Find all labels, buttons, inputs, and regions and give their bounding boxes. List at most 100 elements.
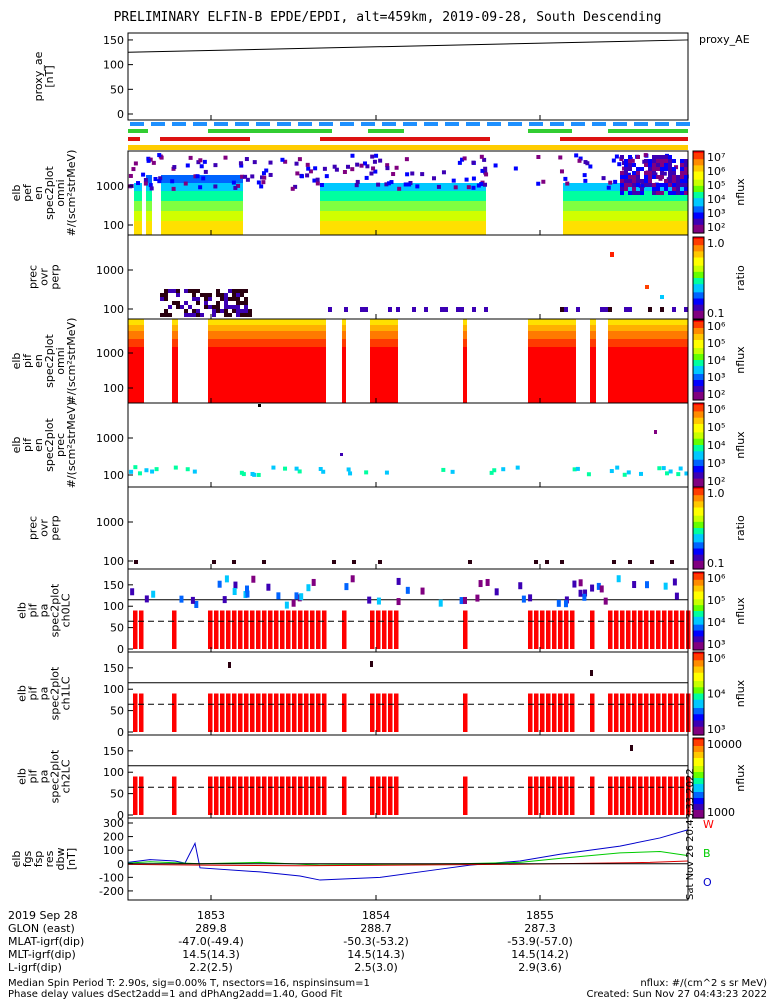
pa-ch2-cell [133,788,138,815]
epde_ratio-colorbar-segment [693,300,704,304]
epdi-omni-cell [172,339,178,347]
pa-ch2-cell [540,776,545,789]
epde-omni-cell [672,179,676,183]
pa_ch0-colorbar-segment [693,624,704,628]
pa-ch0-cell [650,610,655,623]
epde-ratio-cell [244,289,248,293]
fgs-line-w [127,860,689,867]
epde_ratio-colorbar-segment [693,265,704,269]
pa-ch0-cell [245,585,250,593]
epde-ratio-cell [608,307,612,312]
epde-ratio-cell [160,293,164,297]
pa_ch1-colorbar-segment [693,685,704,688]
pa-ch0-cell [558,622,563,649]
epde-omni-cell [628,179,632,183]
epde-omni-cell [407,182,412,187]
epdi-prec-cell [489,470,494,475]
epde-omni-cell [624,187,628,191]
epde-omni-cell [451,178,456,183]
epde_omni-colorbar-label: 10⁵ [707,179,725,192]
epde-ratio-cell [228,313,232,317]
epde-ratio-cell [444,307,448,312]
epde_ratio-ylabel: perp [49,264,62,289]
pa_ch0-ylabel: ch0LC [60,593,73,627]
epde-ratio-cell [232,289,236,293]
epdi_prec-colorbar-segment [693,449,704,452]
epdi_omni-ylabel: spec2plot [43,334,56,388]
pa-ch0-cell [388,622,393,649]
epde-omni-cell [471,176,476,181]
pa-ch0-cell [583,589,588,597]
epdi-prec-cell [657,466,662,471]
epde-omni-cell [244,157,249,162]
epde-omni-cell [391,172,396,177]
epde-omni-cell [213,163,218,168]
epdi_ratio-colorbar-segment [693,538,704,541]
epde-ratio-cell [216,309,220,313]
epde_omni-colorbar-segment [693,200,704,203]
epde-omni-cell [305,162,310,167]
epdi_prec-colorbar-segment [693,417,704,421]
pa-ch1-cell [250,705,255,732]
pa-ch2-cell [322,788,327,815]
pa_ch0-ytick-label: 150 [103,579,124,592]
epdi_omni-colorbar-label: 10² [707,388,725,401]
epde_ratio-colorbar-segment [693,312,704,316]
pa_ch0-colorbar-segment [693,573,704,577]
epde-omni-cell [394,165,399,170]
epdi_prec-colorbar-segment [693,480,704,484]
epde_omni-colorbar-segment [693,167,704,171]
epde-omni-cell [656,191,660,195]
pa_ch0-colorbar-segment [693,603,704,606]
epde-ratio-cell [360,307,364,312]
epde-ratio-cell [204,297,208,301]
status-bar-blue-segment [319,122,333,126]
epdi_ratio-colorbar-segment [693,528,704,531]
epde_omni-ylabel: elb [10,185,23,202]
epde-omni-cell [628,191,632,195]
pa_ch1-colorbar-label: 10⁴ [707,688,726,701]
pa_ch0-colorbar-segment [693,589,704,593]
epde_ratio-colorbar-segment [693,267,704,271]
status-bar-blue-segment [361,122,375,126]
epdi_ratio-colorbar-segment [693,566,704,570]
pa-ch1-cell [608,705,613,732]
fgs-ylabel: res [43,850,56,867]
pa-ch2-cell [274,776,279,789]
epde-omni-cell [668,183,672,187]
epde-omni-cell [431,176,436,181]
pa-ch2-cell [620,776,625,789]
epde-omni-cell [134,191,142,201]
epde-omni-cell [648,163,652,167]
pa_ch1-colorbar-segment [693,708,704,711]
epde_omni-colorbar-title: nflux [734,178,747,206]
status-bar-blue-segment [487,122,501,126]
epde-omni-cell [239,163,244,168]
pa-ch1-cell [232,705,237,732]
pa_ch1-colorbar-segment [693,726,704,730]
epdi_omni-colorbar-title: nflux [734,346,747,374]
pa-ch0-cell [644,622,649,649]
orbit-row-value: 2.9(3.6) [518,961,562,974]
status-bar-green-segment [608,129,688,133]
pa_ch1-ylabel: elb [16,685,29,702]
pa-ch2-cell [232,776,237,789]
pa-ch2-cell [570,788,575,815]
epde-ratio-cell [204,293,208,297]
epde_omni-colorbar-segment [693,222,704,226]
epdi-prec-cell [321,469,326,474]
epde-omni-cell [620,191,624,195]
epde-omni-cell [342,169,347,174]
proxy_ae-ylabel: proxy_ae [32,51,45,101]
pa-ch2-cell [650,788,655,815]
epde_ratio-colorbar-segment [693,261,704,265]
epde-omni-cell [668,175,672,179]
epdi_ratio-colorbar-segment [693,554,704,558]
epde_ratio-colorbar-segment [693,290,704,293]
epde_ratio-ytick-label: 1000 [96,264,124,277]
epde-omni-cell [290,186,295,191]
epdi_prec-colorbar-segment [693,438,704,442]
pa-ch0-cell [310,622,315,649]
pa_ch2-colorbar-segment [693,772,704,775]
pa-ch1-cell [316,693,321,706]
